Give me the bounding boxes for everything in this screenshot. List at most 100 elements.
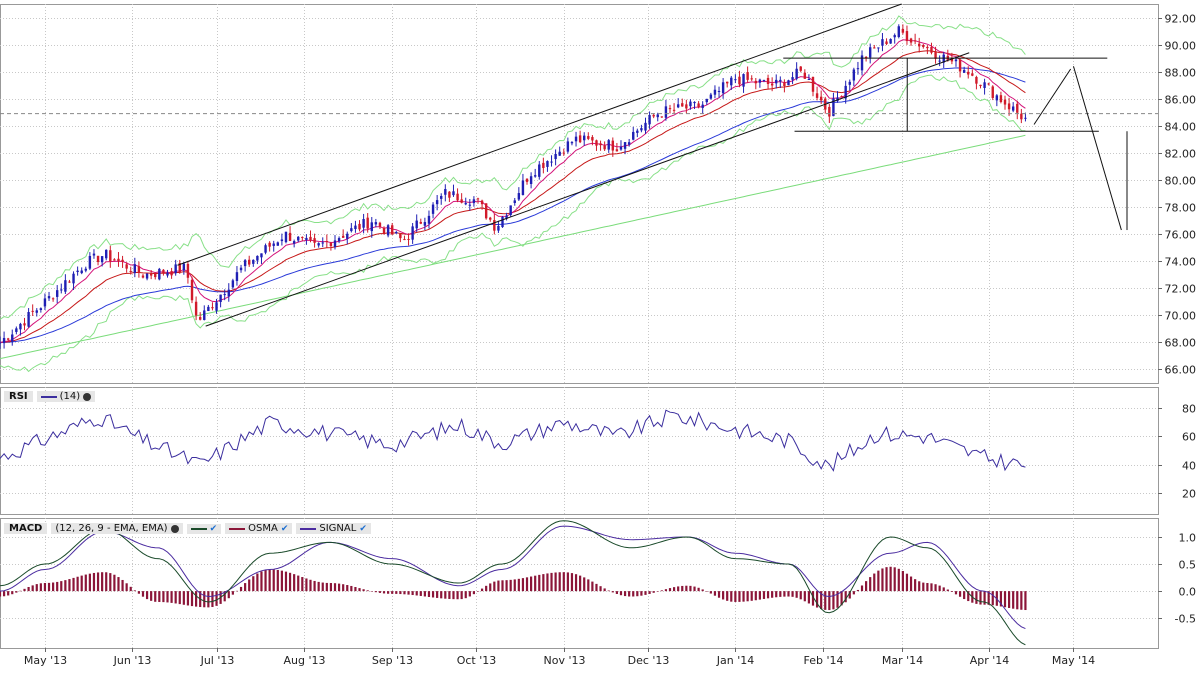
osma-bar [186,591,190,606]
osma-bar [709,591,712,594]
candle-body [1024,117,1027,119]
osma-bar [145,591,149,600]
osma-bar [346,585,349,592]
osma-bar [440,591,443,599]
candle-body [15,328,18,332]
candle-body [288,232,292,241]
candle-body [6,338,10,340]
osma-bar [252,576,255,592]
candle-body [60,289,63,291]
info-icon[interactable] [170,524,179,533]
candle-body [664,106,668,118]
osma-bar [717,591,721,598]
osma-bar [190,591,194,607]
osma-bar [178,591,181,605]
candle-body [301,236,304,238]
candle-body [484,203,488,219]
candle-body [632,131,635,140]
osma-bar [632,591,635,597]
candle-body [566,141,570,152]
rsi-legend-chip[interactable]: (14) [36,391,96,402]
osma-bar [174,591,177,604]
osma-bar [922,582,925,592]
osma-bar [926,583,929,592]
candle-body [611,140,615,151]
osma-chip[interactable]: OSMA ✔ [225,523,293,534]
candle-body [746,72,749,80]
candle-body [456,193,459,201]
candle-body [815,93,819,98]
candle-body [350,228,353,232]
candle-body [272,243,275,246]
candle-body [460,199,463,203]
macd-line-chip[interactable]: ✔ [186,523,222,534]
candle-body [366,217,369,229]
osma-bar [623,591,627,597]
candle-body [268,242,271,247]
x-tick-label: Jun '13 [113,654,152,667]
macd-params: (12, 26, 9 - EMA, EMA) [55,523,168,534]
candle-body [403,239,406,241]
price-panel-frame [0,4,1159,384]
osma-bar [248,579,251,592]
candle-body [570,142,574,144]
osma-bar [505,580,508,592]
x-tick-label: Aug '13 [284,654,326,667]
osma-bar [758,591,761,600]
candle-body [983,82,986,88]
osma-bar [27,586,30,592]
candle-body [80,270,83,274]
candle-body [137,266,141,273]
candle-body [1011,106,1015,111]
osma-bar [162,591,165,603]
osma-bar [411,591,414,596]
candle-body [750,78,753,80]
candle-body [313,238,316,243]
candle-body [452,191,455,196]
osma-bar [599,586,602,592]
check-icon[interactable]: ✔ [209,523,218,534]
osma-bar [350,585,353,592]
candle-body [533,175,537,177]
candle-body [950,57,954,62]
osma-bar [485,585,488,592]
osma-bar [697,587,700,592]
osma-bar [938,585,941,592]
osma-bar [476,591,480,592]
signal-chip[interactable]: SIGNAL ✔ [296,523,371,534]
candles-group [0,24,1027,349]
osma-bar [660,590,663,592]
candle-body [554,154,557,160]
info-icon[interactable] [83,392,92,401]
check-icon[interactable]: ✔ [359,523,367,534]
osma-bar [317,581,320,592]
macd-legend-title: MACD [4,523,48,534]
osma-bar [256,573,259,592]
osma-bar [754,591,757,601]
candle-body [791,77,794,80]
candle-body [922,45,925,47]
candle-body [840,96,843,98]
osma-bar [967,591,970,602]
candle-body [697,103,700,108]
candle-body [0,342,2,344]
osma-bar [950,591,953,592]
osma-bar [865,581,868,592]
x-tick-label: Dec '13 [628,654,670,667]
candle-body [754,80,757,84]
check-icon[interactable]: ✔ [280,523,289,534]
candle-body [525,178,529,182]
candle-body [775,79,778,84]
osma-bar [276,569,279,592]
candle-body [799,66,802,71]
candle-body [627,142,631,145]
candle-body [1016,103,1019,113]
macd-swatch [190,527,207,530]
candle-body [276,242,280,246]
osma-bar [607,590,610,592]
osma-bar [215,591,218,606]
candle-body [419,221,422,224]
candle-body [583,135,586,141]
candle-body [897,26,900,37]
macd-params-chip[interactable]: (12, 26, 9 - EMA, EMA) [51,523,183,534]
